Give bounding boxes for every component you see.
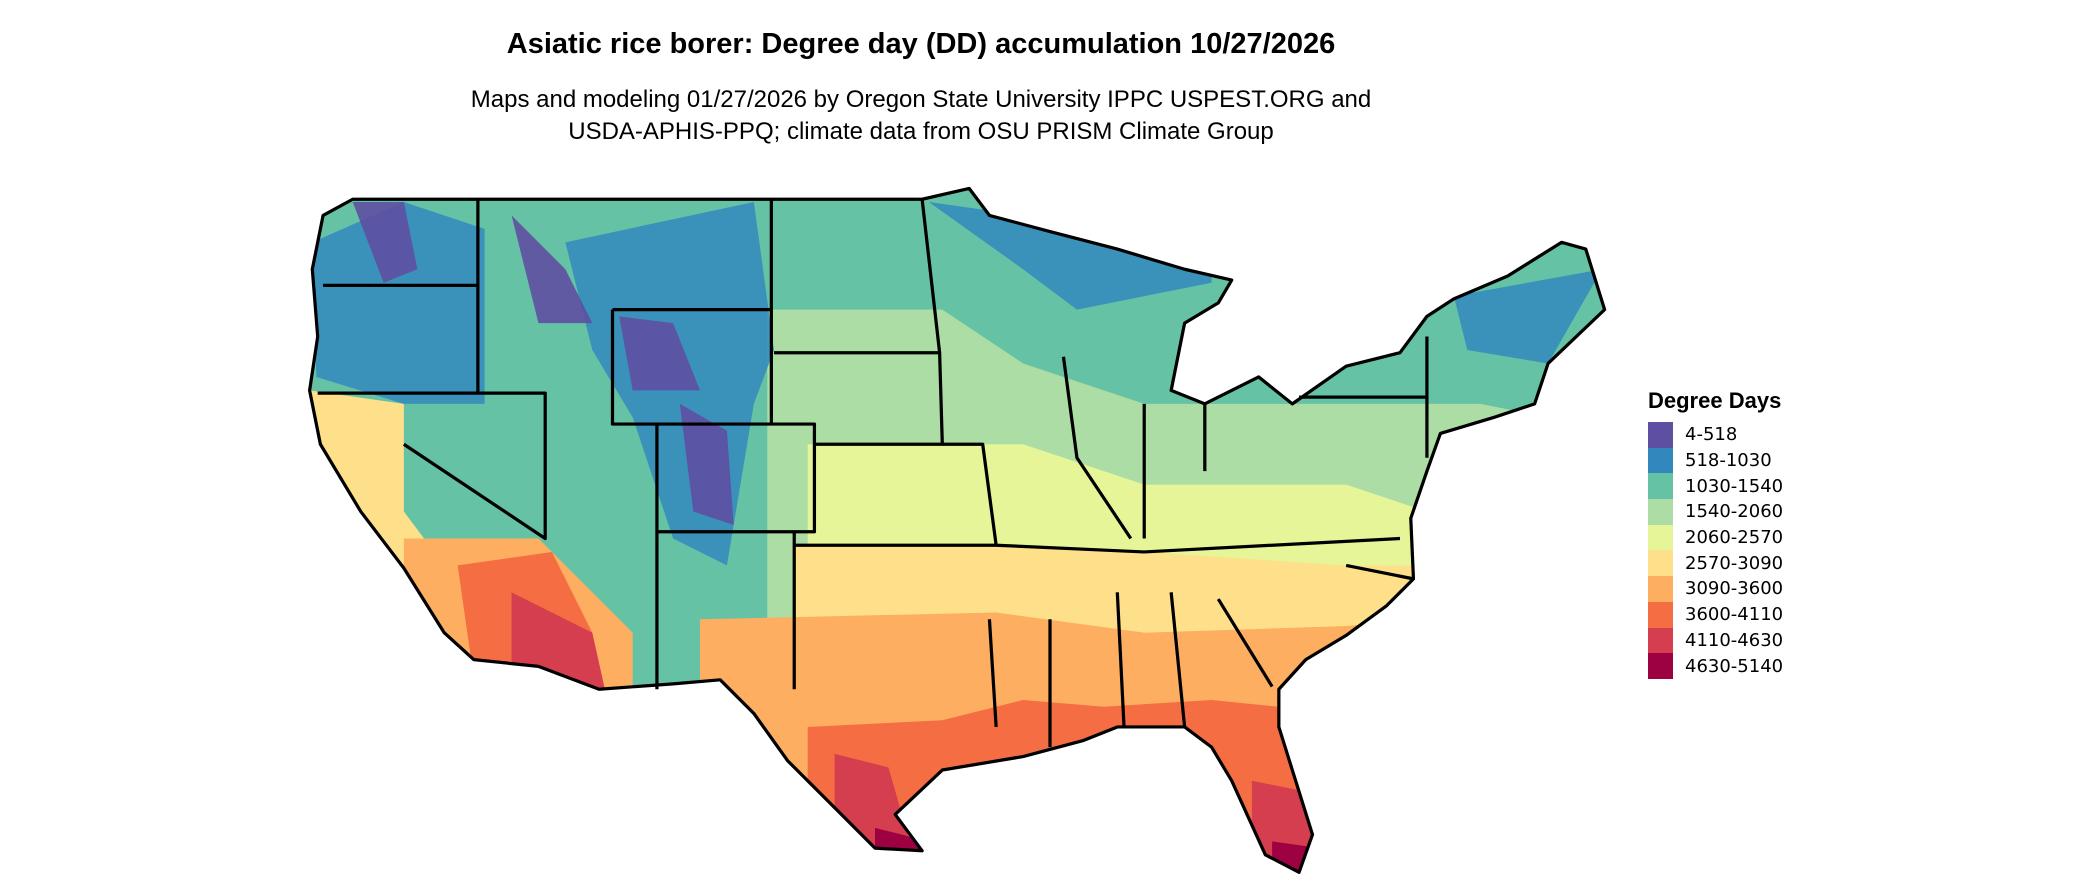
legend-item: 518-1030 [1648, 447, 1783, 474]
legend-item: 2060-2570 [1648, 524, 1784, 551]
legend-item: 4-518 [1648, 422, 1783, 448]
legend-label: 2570-3090 [1685, 552, 1784, 574]
legend: Degree Days 4-518 518-1030 1030-1540 1540-2… [1648, 388, 1783, 679]
legend-label: 4-518 [1685, 424, 1738, 446]
legend-swatch [1648, 524, 1673, 551]
chart-subtitle-line-1: Maps and modeling 01/27/2026 by Oregon S… [470, 86, 1372, 113]
legend-label: 2060-2570 [1685, 527, 1784, 549]
chart-title: Asiatic rice borer: Degree day (DD) accu… [506, 28, 1336, 60]
legend-swatch [1648, 422, 1673, 448]
legend-swatch [1648, 601, 1673, 628]
legend-swatch [1648, 627, 1673, 654]
legend-label: 4630-5140 [1685, 655, 1784, 677]
legend-item: 3600-4110 [1648, 601, 1784, 628]
legend-label: 1540-2060 [1685, 501, 1784, 523]
legend-swatch [1648, 576, 1673, 602]
map-fill [309, 188, 1605, 873]
map-zone-518-1030 [312, 201, 1602, 566]
legend-item: 3090-3600 [1648, 576, 1783, 602]
legend-label: 1030-1540 [1685, 475, 1784, 497]
legend-swatch [1648, 550, 1673, 577]
legend-label: 4110-4630 [1685, 629, 1784, 651]
legend-item: 1030-1540 [1648, 473, 1784, 500]
legend-item: 2570-3090 [1648, 550, 1784, 577]
legend-title: Degree Days [1648, 388, 1782, 413]
legend-swatch [1648, 653, 1673, 679]
legend-item: 1540-2060 [1648, 499, 1783, 525]
map-zone-4-518 [352, 201, 734, 526]
legend-item: 4630-5140 [1648, 653, 1783, 679]
legend-label: 3600-4110 [1685, 604, 1784, 626]
state-borders [308, 186, 1607, 874]
legend-swatch [1648, 473, 1673, 500]
legend-item: 4110-4630 [1648, 627, 1784, 654]
legend-label: 3090-3600 [1685, 578, 1784, 600]
legend-label: 518-1030 [1685, 450, 1772, 472]
legend-swatch [1648, 499, 1673, 525]
legend-swatch [1648, 447, 1673, 474]
map-zone-4630-5140 [875, 827, 1320, 873]
chart-subtitle-line-2: USDA-APHIS-PPQ; climate data from OSU PR… [568, 118, 1274, 145]
legend-items: 4-518 518-1030 1030-1540 1540-2060 2060-2570… [1648, 422, 1783, 679]
